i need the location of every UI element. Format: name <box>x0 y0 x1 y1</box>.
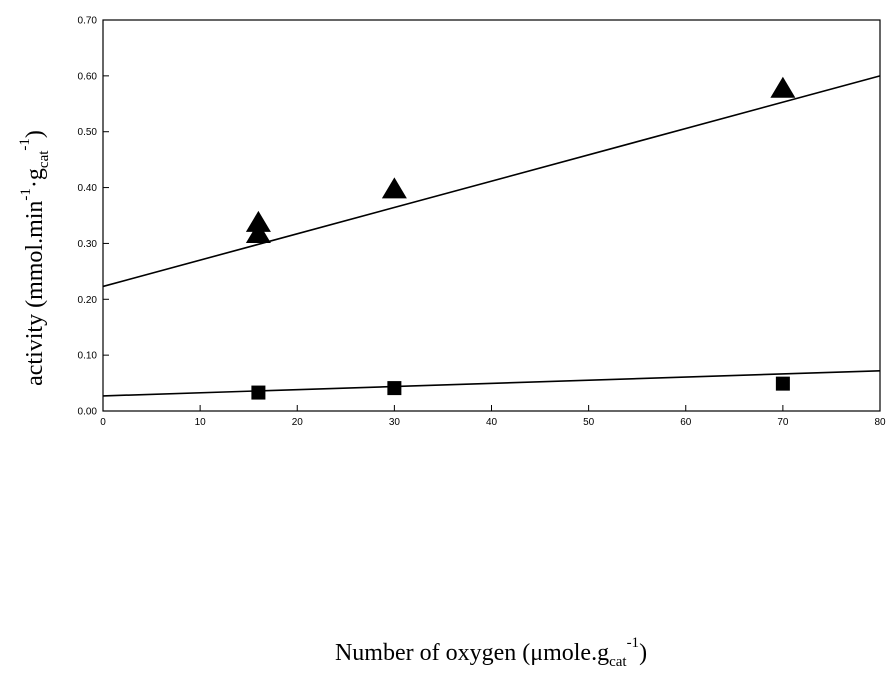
x-axis-title-sup: -1 <box>627 635 640 651</box>
x-tick-label: 10 <box>195 417 207 428</box>
x-tick-label: 80 <box>874 417 886 428</box>
y-tick-label: 0.00 <box>78 407 98 418</box>
triangle-marker <box>245 222 271 244</box>
axis-ticks: 0 10 20 30 40 50 60 70 80 0.00 0.10 0.20 0.30 0.40 0.5… <box>78 16 886 429</box>
y-tick-label: 0.50 <box>78 127 98 138</box>
triangle-marker <box>245 210 271 232</box>
x-axis-title-main: Number of oxygen (μmole.g <box>335 640 609 666</box>
x-tick-label: 60 <box>680 417 692 428</box>
square-series-fit-line <box>102 369 881 397</box>
y-tick-label: 0.40 <box>78 183 98 194</box>
y-tick-label: 0.20 <box>78 295 98 306</box>
square-marker <box>251 385 266 400</box>
data-markers <box>245 76 796 400</box>
y-axis-title: activity (mmol.min-1·gcat-1) <box>17 130 52 386</box>
x-tick-label: 50 <box>583 417 595 428</box>
triangle-series-fit-line <box>102 75 881 288</box>
x-tick-label: 40 <box>486 417 498 428</box>
x-axis-title-sub: cat <box>609 654 627 670</box>
triangle-marker <box>381 177 407 199</box>
square-marker <box>775 376 790 391</box>
y-tick-label: 0.30 <box>78 239 98 250</box>
y-tick-label: 0.60 <box>78 71 98 82</box>
plot-frame <box>102 19 881 412</box>
y-axis-title-mid: ·g <box>22 168 48 188</box>
x-axis-title-end: ) <box>639 640 647 666</box>
x-tick-label: 0 <box>100 417 106 428</box>
square-marker <box>387 381 402 396</box>
x-tick-label: 70 <box>777 417 789 428</box>
x-axis-title: Number of oxygen (μmole.gcat-1) <box>335 635 647 670</box>
y-axis-title-sup1: -1 <box>18 188 34 201</box>
x-tick-label: 30 <box>389 417 401 428</box>
triangle-marker <box>770 76 796 98</box>
y-axis-title-sub: cat <box>36 150 52 168</box>
y-axis-title-sup2: -1 <box>17 138 33 151</box>
x-tick-label: 20 <box>292 417 304 428</box>
fit-lines <box>102 75 881 397</box>
y-tick-label: 0.10 <box>78 351 98 362</box>
y-axis-title-end: ) <box>22 130 48 138</box>
y-axis-title-main: activity (mmol.min <box>22 201 48 386</box>
y-tick-label: 0.70 <box>78 16 98 27</box>
